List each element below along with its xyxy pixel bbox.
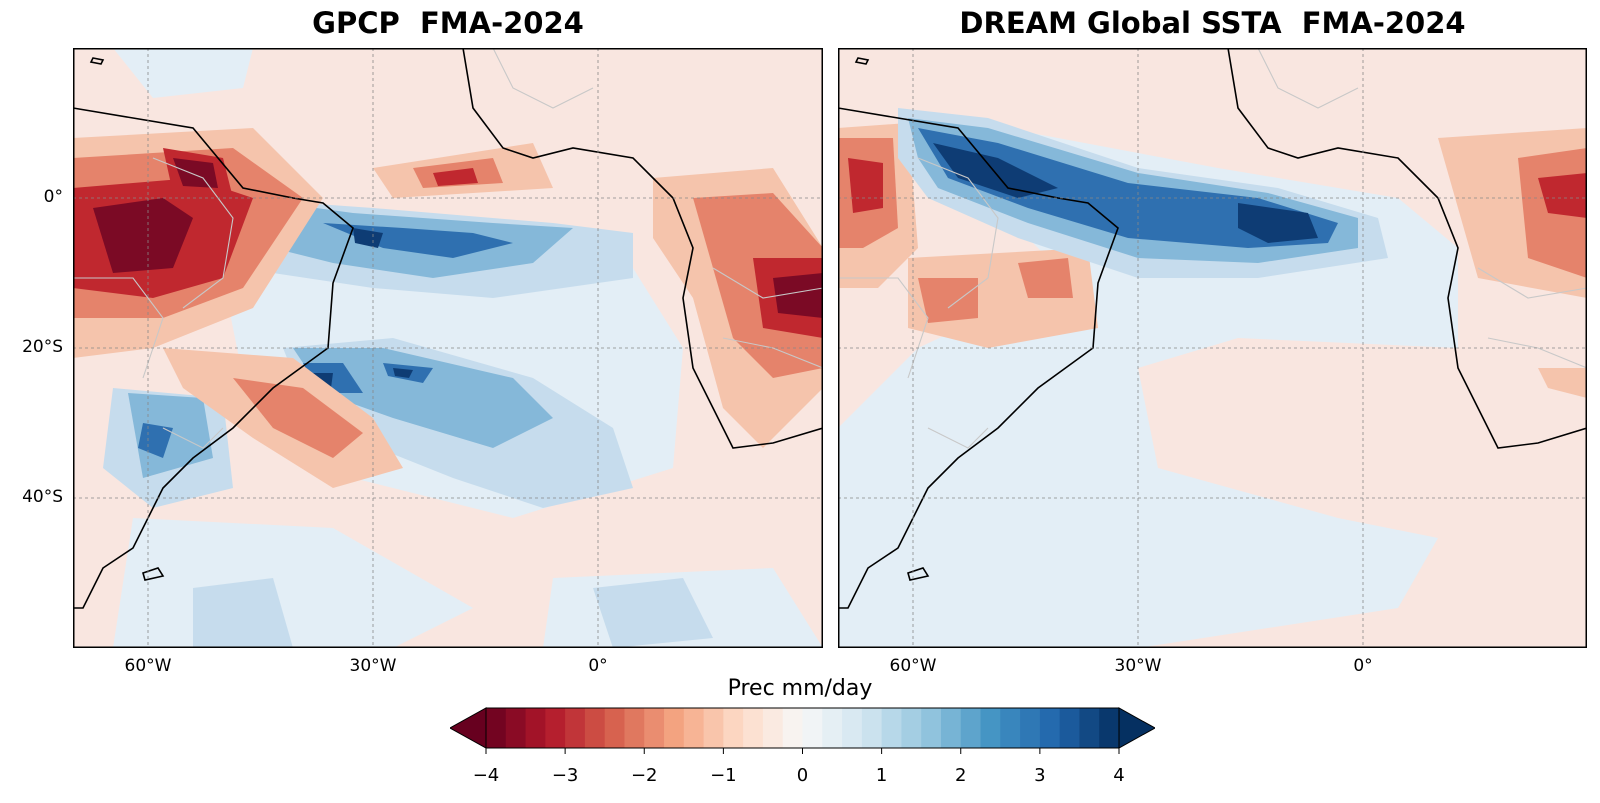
lon-tick-left-30w: 30°W xyxy=(349,656,397,676)
colorbar-cell xyxy=(1079,708,1100,748)
colorbar xyxy=(450,707,1155,754)
colorbar-cell xyxy=(505,708,527,748)
lon-tick-right-0: 0° xyxy=(1353,656,1373,676)
colorbar-cell xyxy=(1039,708,1061,748)
colorbar-tick-label: −1 xyxy=(710,765,737,786)
colorbar-cell xyxy=(584,708,606,748)
colorbar-cell xyxy=(782,708,804,748)
colorbar-cell xyxy=(861,708,883,748)
map-dream xyxy=(838,48,1587,648)
colorbar-cell xyxy=(842,708,863,748)
colorbar-cell xyxy=(624,708,645,748)
colorbar-cell xyxy=(644,708,665,748)
panel-title-gpcp: GPCP FMA-2024 xyxy=(312,6,584,40)
colorbar-cell xyxy=(940,708,962,748)
colorbar-cell xyxy=(881,708,903,748)
country-borders xyxy=(838,48,1587,449)
colorbar-cell xyxy=(743,708,764,748)
colorbar-cell xyxy=(604,708,626,748)
map-frame xyxy=(73,48,823,648)
colorbar-cell xyxy=(960,708,982,748)
colorbar-cell xyxy=(486,708,507,748)
colorbar-label: Prec mm/day xyxy=(727,676,873,701)
colorbar-extend-low xyxy=(450,707,487,749)
colorbar-cell xyxy=(1059,708,1081,748)
colorbar-tick-label: −4 xyxy=(472,765,500,786)
colorbar-tick-label: −3 xyxy=(551,765,579,786)
colorbar-cell xyxy=(1099,708,1120,748)
lat-tick-20s: 20°S xyxy=(22,337,63,357)
colorbar-cell xyxy=(664,708,685,748)
colorbar-cell xyxy=(822,708,843,748)
colorbar-cell xyxy=(525,708,546,748)
map-frame xyxy=(838,48,1587,648)
colorbar-tick-label: 3 xyxy=(1034,765,1046,786)
colorbar-cell xyxy=(762,708,784,748)
panel-title-dream: DREAM Global SSTA FMA-2024 xyxy=(959,6,1466,40)
colorbar-tick-label: 4 xyxy=(1113,765,1125,786)
colorbar-cell xyxy=(1020,708,1041,748)
colorbar-cell xyxy=(683,708,705,748)
colorbar-tick-label: −2 xyxy=(630,765,658,786)
lon-tick-left-60w: 60°W xyxy=(124,656,172,676)
lon-tick-right-30w: 30°W xyxy=(1114,656,1162,676)
colorbar-cell xyxy=(1000,708,1021,748)
colorbar-cell xyxy=(980,708,1001,748)
colorbar-cell xyxy=(703,708,724,748)
colorbar-tick-label: 1 xyxy=(875,765,888,786)
colorbar-cell xyxy=(545,708,566,748)
gridlines xyxy=(838,48,1587,648)
colorbar-extend-high xyxy=(1118,707,1155,749)
colorbar-tick-label: 2 xyxy=(955,765,967,786)
colorbar-cell xyxy=(921,708,942,748)
colorbar-cell xyxy=(723,708,744,748)
lon-tick-right-60w: 60°W xyxy=(889,656,937,676)
colorbar-cell xyxy=(901,708,922,748)
gridlines xyxy=(73,48,823,648)
colorbar-cell xyxy=(802,708,823,748)
lon-tick-left-0: 0° xyxy=(588,656,608,676)
country-borders xyxy=(73,48,823,449)
colorbar-cell xyxy=(565,708,586,748)
lat-tick-0: 0° xyxy=(43,187,63,207)
colorbar-tick-label: 0 xyxy=(796,765,809,786)
map-gpcp xyxy=(73,48,823,648)
lat-tick-40s: 40°S xyxy=(22,487,63,507)
